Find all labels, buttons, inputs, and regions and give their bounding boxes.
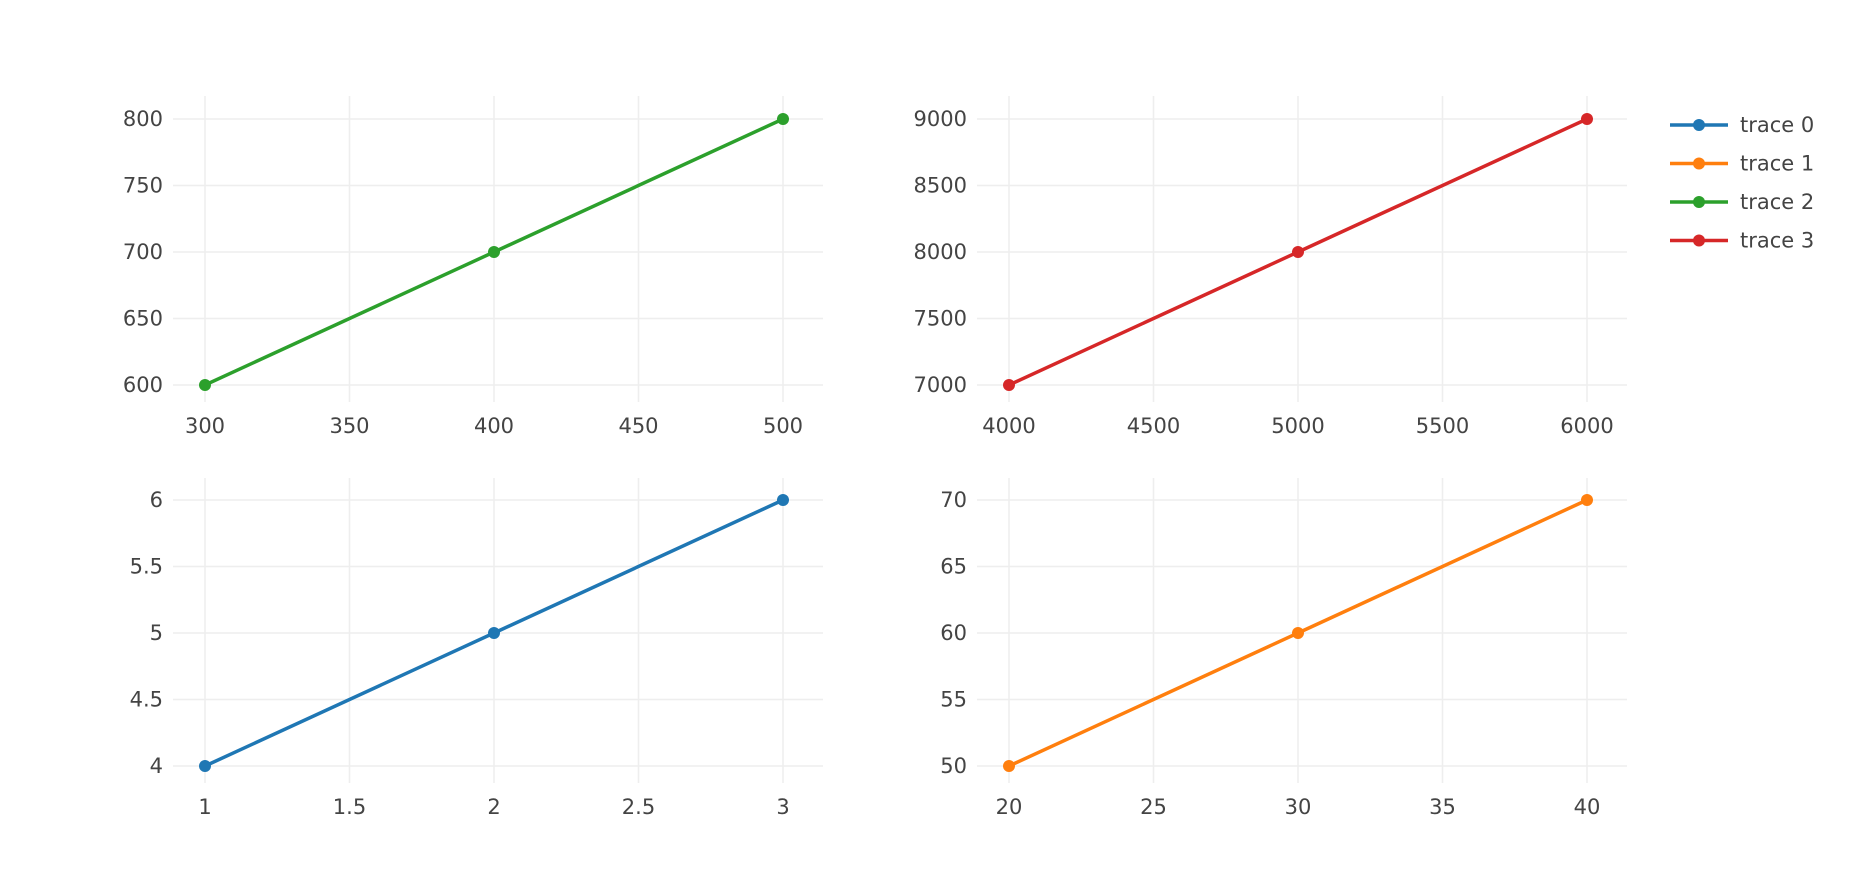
y-tick-label: 55: [940, 688, 967, 712]
x-tick-label: 4500: [1127, 414, 1180, 438]
legend-swatch-marker: [1693, 119, 1705, 131]
legend-item[interactable]: trace 2: [1670, 190, 1814, 214]
data-point[interactable]: [488, 627, 500, 639]
legend-label: trace 3: [1740, 229, 1814, 253]
x-tick-label: 500: [763, 414, 803, 438]
y-tick-label: 5: [150, 621, 163, 645]
x-tick-label: 300: [185, 414, 225, 438]
x-tick-label: 35: [1429, 795, 1456, 819]
x-tick-label: 20: [996, 795, 1023, 819]
y-tick-label: 9000: [914, 107, 967, 131]
y-tick-label: 5.5: [130, 555, 163, 579]
data-point[interactable]: [199, 760, 211, 772]
legend-label: trace 0: [1740, 113, 1814, 137]
x-tick-label: 25: [1140, 795, 1167, 819]
legend-swatch-marker: [1693, 196, 1705, 208]
x-tick-label: 450: [618, 414, 658, 438]
legend-label: trace 1: [1740, 152, 1814, 176]
data-point[interactable]: [1581, 113, 1593, 125]
x-tick-label: 2.5: [622, 795, 655, 819]
legend-swatch-marker: [1693, 234, 1705, 247]
subplot-top-right: 4000 4500 5000 5500 6000 7000 7500 8000 8500 9000: [914, 96, 1627, 438]
legend: trace 0 trace 1 trace 2 trace 3: [1670, 113, 1814, 253]
y-tick-label: 70: [940, 488, 967, 512]
x-tick-label: 3: [776, 795, 789, 819]
x-tick-label: 5000: [1271, 414, 1324, 438]
x-tick-label: 400: [474, 414, 514, 438]
subplot-top-left: 300 350 400 450 500 600 650 700 750 800: [123, 96, 823, 438]
x-tick-label: 1: [198, 795, 211, 819]
x-tick-label: 30: [1285, 795, 1312, 819]
data-point[interactable]: [488, 246, 500, 258]
y-tick-label: 6: [150, 488, 163, 512]
data-point[interactable]: [199, 379, 211, 391]
data-point[interactable]: [777, 494, 789, 506]
legend-swatch-marker: [1693, 157, 1705, 170]
x-tick-label: 2: [487, 795, 500, 819]
y-tick-label: 50: [940, 754, 967, 778]
y-tick-label: 65: [940, 555, 967, 579]
data-point[interactable]: [1003, 379, 1015, 391]
y-tick-label: 7000: [914, 373, 967, 397]
y-tick-label: 650: [123, 307, 163, 331]
y-tick-label: 60: [940, 621, 967, 645]
y-tick-label: 700: [123, 240, 163, 264]
data-point[interactable]: [1581, 494, 1593, 506]
x-tick-label: 4000: [982, 414, 1035, 438]
data-point[interactable]: [1003, 760, 1015, 772]
legend-item[interactable]: trace 0: [1670, 113, 1814, 137]
y-tick-label: 4.5: [130, 688, 163, 712]
data-point[interactable]: [1292, 627, 1304, 639]
y-tick-label: 8500: [914, 174, 967, 198]
legend-label: trace 2: [1740, 190, 1814, 214]
legend-item[interactable]: trace 1: [1670, 152, 1814, 176]
y-tick-label: 750: [123, 174, 163, 198]
subplot-bottom-left: 1 1.5 2 2.5 3 4 4.5 5 5.5 6: [130, 478, 823, 819]
subplot-bottom-right: 20 25 30 35 40 50 55 60 65 70: [940, 478, 1627, 819]
data-point[interactable]: [777, 113, 789, 125]
x-tick-label: 350: [329, 414, 369, 438]
y-tick-label: 800: [123, 107, 163, 131]
y-tick-label: 8000: [914, 240, 967, 264]
x-tick-label: 5500: [1416, 414, 1469, 438]
x-tick-label: 6000: [1560, 414, 1613, 438]
y-tick-label: 7500: [914, 307, 967, 331]
y-tick-label: 4: [150, 754, 163, 778]
x-tick-label: 40: [1574, 795, 1601, 819]
data-point[interactable]: [1292, 246, 1304, 258]
x-tick-label: 1.5: [333, 795, 366, 819]
legend-item[interactable]: trace 3: [1670, 229, 1814, 253]
y-tick-label: 600: [123, 373, 163, 397]
